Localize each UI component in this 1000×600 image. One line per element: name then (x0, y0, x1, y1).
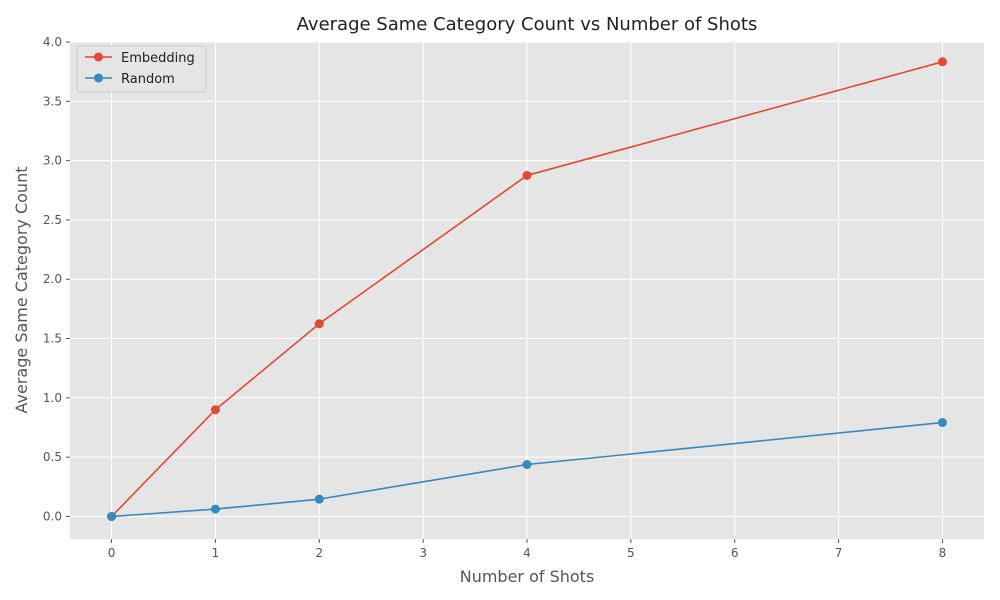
grid (70, 41, 984, 539)
x-tick-label: 4 (523, 546, 531, 560)
y-tick-label: 2.0 (43, 272, 62, 286)
x-tick-label: 5 (627, 546, 635, 560)
x-tick-label: 2 (315, 546, 323, 560)
legend-label-embedding: Embedding (121, 51, 195, 66)
y-tick-label: 0.5 (43, 450, 62, 464)
x-tick-label: 3 (419, 546, 427, 560)
axis-ticks: 0 1 2 3 4 5 6 7 8 0.0 0.5 1.0 1.5 2.0 2.5 3.0 3.5 4.0 (43, 35, 946, 560)
legend-label-random: Random (121, 72, 175, 87)
y-tick-label: 4.0 (43, 35, 62, 49)
legend: Embedding Random (76, 45, 207, 93)
series-random (107, 418, 947, 521)
data-point-random (314, 494, 324, 504)
data-point-random (937, 418, 947, 428)
data-point-embedding (210, 405, 220, 415)
data-point-random (107, 511, 117, 521)
y-tick-label: 2.5 (43, 213, 62, 227)
legend-marker-random (94, 73, 103, 83)
x-tick-label: 0 (108, 546, 116, 560)
y-tick-label: 0.0 (43, 509, 62, 523)
y-axis-label: Average Same Category Count (12, 167, 31, 414)
data-point-embedding (522, 170, 532, 180)
data-point-embedding (937, 57, 947, 67)
y-tick-label: 1.0 (43, 391, 62, 405)
y-tick-label: 3.5 (43, 94, 62, 108)
y-tick-label: 3.0 (43, 154, 62, 168)
x-axis-label: Number of Shots (460, 567, 595, 586)
x-tick-label: 7 (835, 546, 843, 560)
data-point-random (522, 460, 532, 470)
chart-title: Average Same Category Count vs Number of… (297, 14, 758, 35)
data-point-random (210, 504, 220, 514)
series-layer (107, 57, 947, 521)
y-tick-label: 1.5 (43, 332, 62, 346)
x-tick-label: 6 (731, 546, 739, 560)
legend-marker-embedding (94, 52, 103, 62)
x-tick-label: 1 (212, 546, 220, 560)
x-tick-label: 8 (939, 546, 947, 560)
data-point-embedding (314, 319, 324, 329)
